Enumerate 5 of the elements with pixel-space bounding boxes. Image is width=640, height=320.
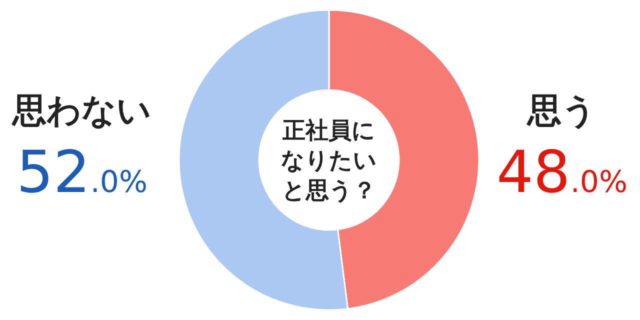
slice-label: 思わない bbox=[10, 91, 152, 131]
slice-label: 思う bbox=[526, 91, 596, 131]
data-label: 48.0% bbox=[496, 138, 628, 206]
data-label: 52.0% bbox=[16, 138, 148, 206]
text: 正社員になりたいと思う？ bbox=[281, 118, 377, 204]
